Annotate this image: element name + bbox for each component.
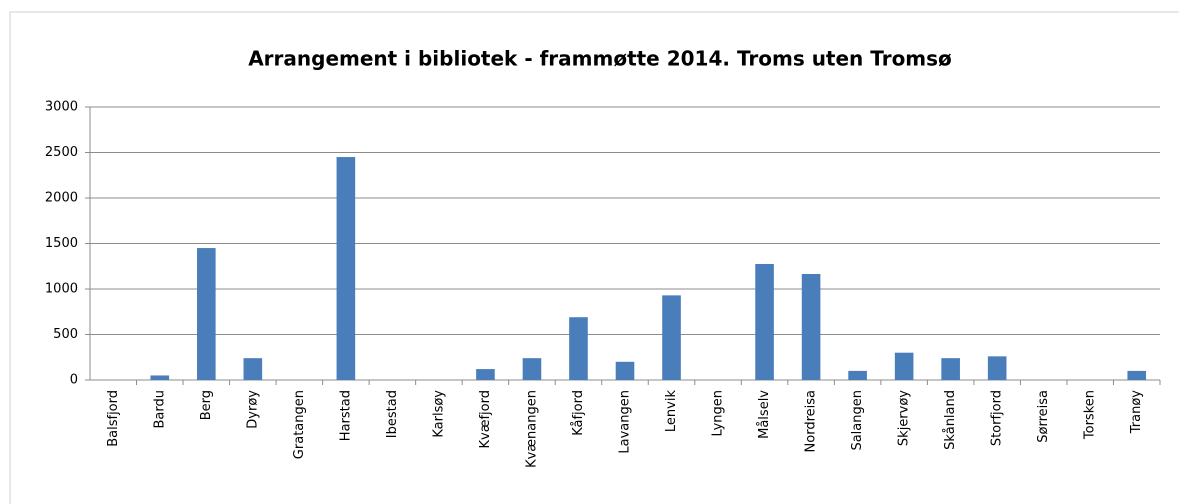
y-tick-label: 2000 xyxy=(45,191,78,206)
chart-title: Arrangement i bibliotek - frammøtte 2014… xyxy=(248,47,952,71)
x-tick-label: Salangen xyxy=(850,390,865,451)
y-tick-label: 1500 xyxy=(45,236,78,251)
x-tick-label: Torsken xyxy=(1083,390,1098,440)
bar xyxy=(1127,370,1147,380)
bar xyxy=(662,295,681,380)
x-tick-label: Lavangen xyxy=(618,390,633,454)
y-tick-label: 2500 xyxy=(45,145,78,160)
bar xyxy=(522,358,542,380)
bar xyxy=(801,273,821,380)
y-tick-label: 1000 xyxy=(45,282,78,297)
x-tick-label: Sørreisa xyxy=(1036,390,1051,443)
x-tick-label: Tranøy xyxy=(1129,390,1144,435)
x-tick-label: Lenvik xyxy=(664,390,679,433)
y-tick-label: 500 xyxy=(53,327,78,342)
x-tick-label: Ibestad xyxy=(385,390,400,438)
bar xyxy=(987,356,1007,380)
bar xyxy=(476,369,495,380)
x-tick-label: Harstad xyxy=(338,390,353,441)
bar xyxy=(755,263,774,380)
bar xyxy=(336,157,356,380)
bar xyxy=(197,248,216,380)
x-tick-label: Skjervøy xyxy=(897,390,912,446)
bar xyxy=(569,317,588,380)
x-tick-label: Balsfjord xyxy=(106,390,121,447)
bar xyxy=(243,358,263,380)
x-tick-label: Kvæfjord xyxy=(478,390,493,449)
y-tick-label: 3000 xyxy=(45,100,78,115)
x-tick-label: Dyrøy xyxy=(245,390,260,429)
x-tick-label: Storfjord xyxy=(990,390,1005,446)
bar xyxy=(941,358,960,380)
bar xyxy=(615,361,635,380)
y-tick-label: 0 xyxy=(70,373,78,388)
x-tick-label: Lyngen xyxy=(711,390,726,436)
x-tick-label: Nordreisa xyxy=(804,390,819,452)
bar xyxy=(848,370,867,380)
bar xyxy=(150,375,170,380)
x-tick-label: Gratangen xyxy=(292,390,307,459)
bar xyxy=(894,352,914,380)
x-tick-label: Karlsøy xyxy=(431,390,446,438)
x-tick-label: Målselv xyxy=(757,390,772,439)
x-tick-label: Berg xyxy=(199,390,214,420)
x-tick-label: Bardu xyxy=(152,390,167,429)
x-tick-label: Skånland xyxy=(943,390,958,450)
x-tick-label: Kåfjord xyxy=(571,390,586,436)
x-tick-label: Kvænangen xyxy=(524,390,539,468)
